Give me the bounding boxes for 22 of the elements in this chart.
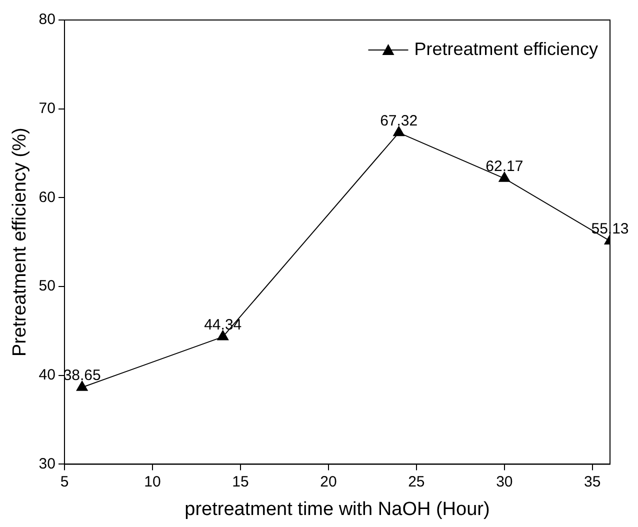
y-axis-title: Pretreatment efficiency (%) — [10, 128, 31, 356]
x-tick-label: 15 — [232, 473, 249, 490]
y-tick-label: 70 — [38, 100, 56, 117]
point — [498, 172, 510, 182]
x-tick-label: 20 — [320, 473, 337, 490]
data-label: 67.32 — [380, 112, 418, 130]
y-tick-label: 30 — [38, 455, 56, 472]
y-tick-label: 50 — [38, 278, 56, 295]
y-tick-label: 80 — [38, 11, 56, 28]
y-tick-label: 40 — [38, 366, 56, 384]
data-label: 38.65 — [63, 366, 101, 384]
x-axis-title: pretreatment time with NaOH (Hour) — [184, 498, 490, 520]
point — [76, 380, 88, 391]
x-tick-label: 5 — [60, 473, 69, 490]
x-tick-label: 25 — [408, 473, 425, 490]
point — [393, 126, 405, 136]
x-tick-label: 10 — [144, 473, 161, 490]
x-tick-label: 30 — [496, 473, 513, 490]
legend-label: Pretreatment efficiency — [414, 38, 598, 59]
data-label: 62.17 — [486, 158, 524, 176]
y-tick-label: 60 — [38, 188, 56, 206]
x-tick-label: 35 — [584, 473, 601, 490]
